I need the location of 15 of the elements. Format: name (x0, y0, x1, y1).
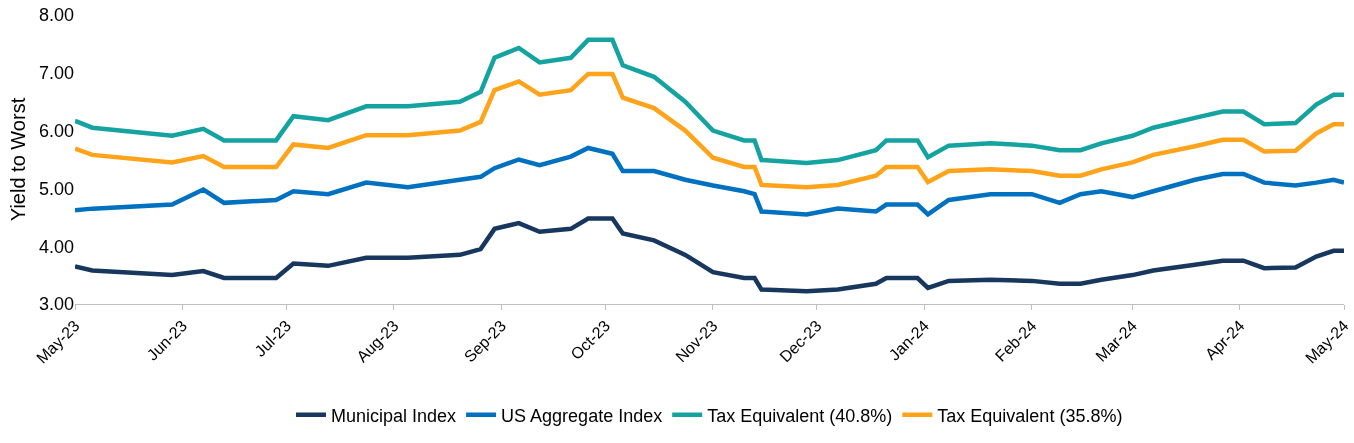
y-tick-label: 8.00 (38, 5, 74, 26)
y-tick-label: 4.00 (38, 236, 74, 257)
y-tick-label: 5.00 (38, 178, 74, 199)
line-series (75, 37, 1344, 166)
legend-label: Tax Equivalent (40.8%) (707, 405, 893, 426)
y-tick-label: 6.00 (38, 120, 74, 141)
legend-label: US Aggregate Index (501, 405, 663, 426)
legend-label: Municipal Index (331, 405, 457, 426)
legend-label: Tax Equivalent (35.8%) (937, 405, 1123, 426)
line-series (75, 145, 1344, 217)
line-series (75, 216, 1344, 294)
y-axis-title: Yield to Worst (7, 97, 29, 222)
y-tick-label: 3.00 (38, 294, 74, 315)
y-tick-label: 7.00 (38, 63, 74, 84)
line-series (75, 71, 1344, 190)
